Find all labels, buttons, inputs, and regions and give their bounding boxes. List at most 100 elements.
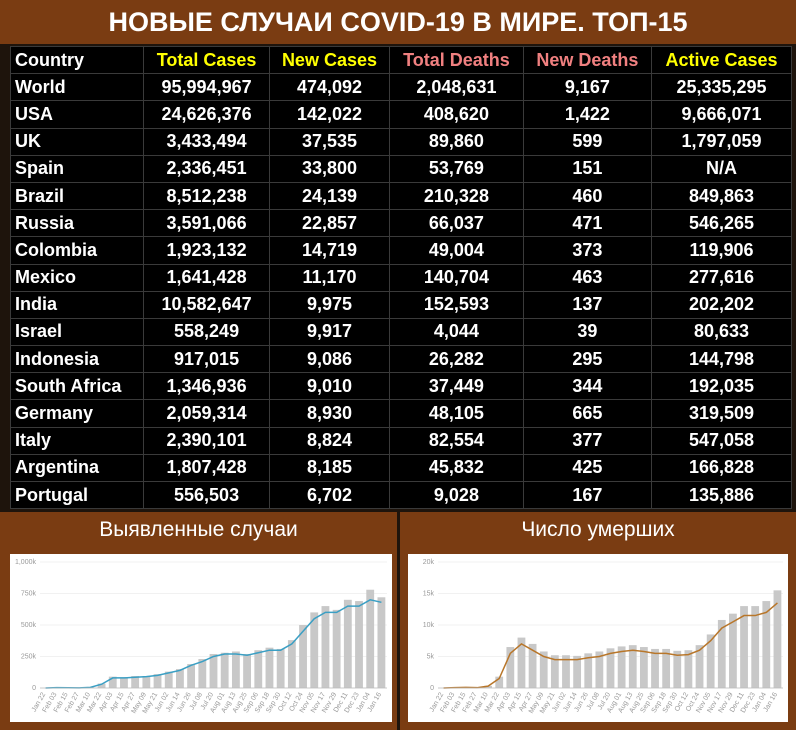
cell: 142,022 bbox=[268, 100, 391, 129]
bar bbox=[377, 597, 386, 688]
cell: 471 bbox=[522, 209, 653, 238]
bar bbox=[120, 677, 128, 688]
cell: 45,832 bbox=[389, 453, 524, 483]
bar bbox=[751, 606, 760, 688]
cell: 1,807,428 bbox=[143, 453, 270, 483]
cell: 95,994,967 bbox=[143, 73, 270, 102]
bar bbox=[97, 683, 106, 688]
cell: 1,923,132 bbox=[143, 236, 270, 265]
cell: 14,719 bbox=[268, 236, 391, 265]
bar bbox=[220, 652, 229, 688]
y-tick-label: 250k bbox=[21, 654, 37, 661]
country-cell: South Africa bbox=[9, 372, 145, 401]
y-tick-label: 10k bbox=[423, 622, 435, 629]
cell: 26,282 bbox=[389, 345, 524, 374]
y-tick-label: 1,000k bbox=[15, 559, 37, 566]
country-cell: UK bbox=[9, 127, 145, 156]
cell: 8,512,238 bbox=[143, 181, 270, 211]
bar bbox=[276, 648, 285, 688]
cell: 135,886 bbox=[651, 480, 792, 510]
y-tick-label: 20k bbox=[423, 559, 435, 566]
bar bbox=[550, 655, 559, 688]
cell: 3,591,066 bbox=[143, 209, 270, 238]
bar bbox=[628, 645, 637, 688]
y-tick-label: 0 bbox=[430, 685, 434, 692]
cell: 137 bbox=[522, 290, 653, 319]
table-row: Indonesia 917,015 9,086 26,282 295 144,798 bbox=[9, 345, 792, 374]
cell: 140,704 bbox=[389, 263, 524, 292]
cell: 558,249 bbox=[143, 317, 270, 347]
bar bbox=[651, 648, 659, 688]
y-tick-label: 500k bbox=[21, 622, 37, 629]
cell: 917,015 bbox=[143, 345, 270, 374]
bar bbox=[265, 647, 274, 688]
title: НОВЫЕ СЛУЧАИ COVID-19 В МИРЕ. ТОП-15 bbox=[0, 0, 796, 44]
bar bbox=[209, 653, 218, 688]
table-row: Germany 2,059,314 8,930 48,105 665 319,509 bbox=[9, 399, 792, 428]
bar bbox=[366, 589, 375, 688]
country-cell: Israel bbox=[9, 317, 145, 347]
table-row: USA 24,626,376 142,022 408,620 1,422 9,666,07… bbox=[9, 100, 792, 129]
table: Country Total Cases New Cases Total Deaths N… bbox=[9, 45, 792, 510]
y-tick-label: 0 bbox=[32, 685, 36, 692]
cell: 82,554 bbox=[389, 426, 524, 455]
cell: 66,037 bbox=[389, 209, 524, 238]
bar bbox=[310, 612, 319, 688]
cell: 80,633 bbox=[651, 317, 792, 347]
cell: 2,048,631 bbox=[389, 73, 524, 102]
cell: 2,390,101 bbox=[143, 426, 270, 455]
bar bbox=[495, 676, 504, 688]
cell: 202,202 bbox=[651, 290, 792, 319]
cell: 25,335,295 bbox=[651, 73, 792, 102]
bar bbox=[706, 634, 715, 688]
column-header: New Deaths bbox=[522, 45, 653, 75]
country-cell: World bbox=[9, 73, 145, 102]
cell: 8,824 bbox=[268, 426, 391, 455]
country-cell: Colombia bbox=[9, 236, 145, 265]
bar bbox=[343, 599, 352, 688]
bar bbox=[299, 625, 307, 688]
bar bbox=[517, 637, 526, 688]
bar bbox=[164, 671, 173, 688]
cell: 166,828 bbox=[651, 453, 792, 483]
cell: 546,265 bbox=[651, 209, 792, 238]
bar bbox=[131, 676, 140, 688]
bar bbox=[355, 601, 363, 688]
table-row: Mexico 1,641,428 11,170 140,704 463 277,616 bbox=[9, 263, 792, 292]
cell: 33,800 bbox=[268, 154, 391, 183]
country-cell: Italy bbox=[9, 426, 145, 455]
cell: 377 bbox=[522, 426, 653, 455]
table-row: Spain 2,336,451 33,800 53,769 151 N/A bbox=[9, 154, 792, 183]
column-header: Total Cases bbox=[143, 45, 270, 75]
country-cell: USA bbox=[9, 100, 145, 129]
bar bbox=[287, 640, 296, 688]
column-header: New Cases bbox=[268, 45, 391, 75]
cell: 49,004 bbox=[389, 236, 524, 265]
table-row: UK 3,433,494 37,535 89,860 599 1,797,059 bbox=[9, 127, 792, 156]
cell: 9,086 bbox=[268, 345, 391, 374]
cell: N/A bbox=[651, 154, 792, 183]
cell: 9,010 bbox=[268, 372, 391, 401]
trend-line bbox=[45, 599, 382, 689]
cell: 151 bbox=[522, 154, 653, 183]
cell: 2,336,451 bbox=[143, 154, 270, 183]
bar bbox=[584, 653, 593, 688]
column-header: Total Deaths bbox=[389, 45, 524, 75]
country-cell: India bbox=[9, 290, 145, 319]
country-cell: Brazil bbox=[9, 181, 145, 211]
bar bbox=[662, 648, 671, 688]
cell: 24,139 bbox=[268, 181, 391, 211]
cell: 6,702 bbox=[268, 480, 391, 510]
table-row: South Africa 1,346,936 9,010 37,449 344 192,0… bbox=[9, 372, 792, 401]
cell: 295 bbox=[522, 345, 653, 374]
cell: 144,798 bbox=[651, 345, 792, 374]
cell: 599 bbox=[522, 127, 653, 156]
cell: 373 bbox=[522, 236, 653, 265]
cell: 37,449 bbox=[389, 372, 524, 401]
cell: 344 bbox=[522, 372, 653, 401]
cell: 53,769 bbox=[389, 154, 524, 183]
cell: 425 bbox=[522, 453, 653, 483]
